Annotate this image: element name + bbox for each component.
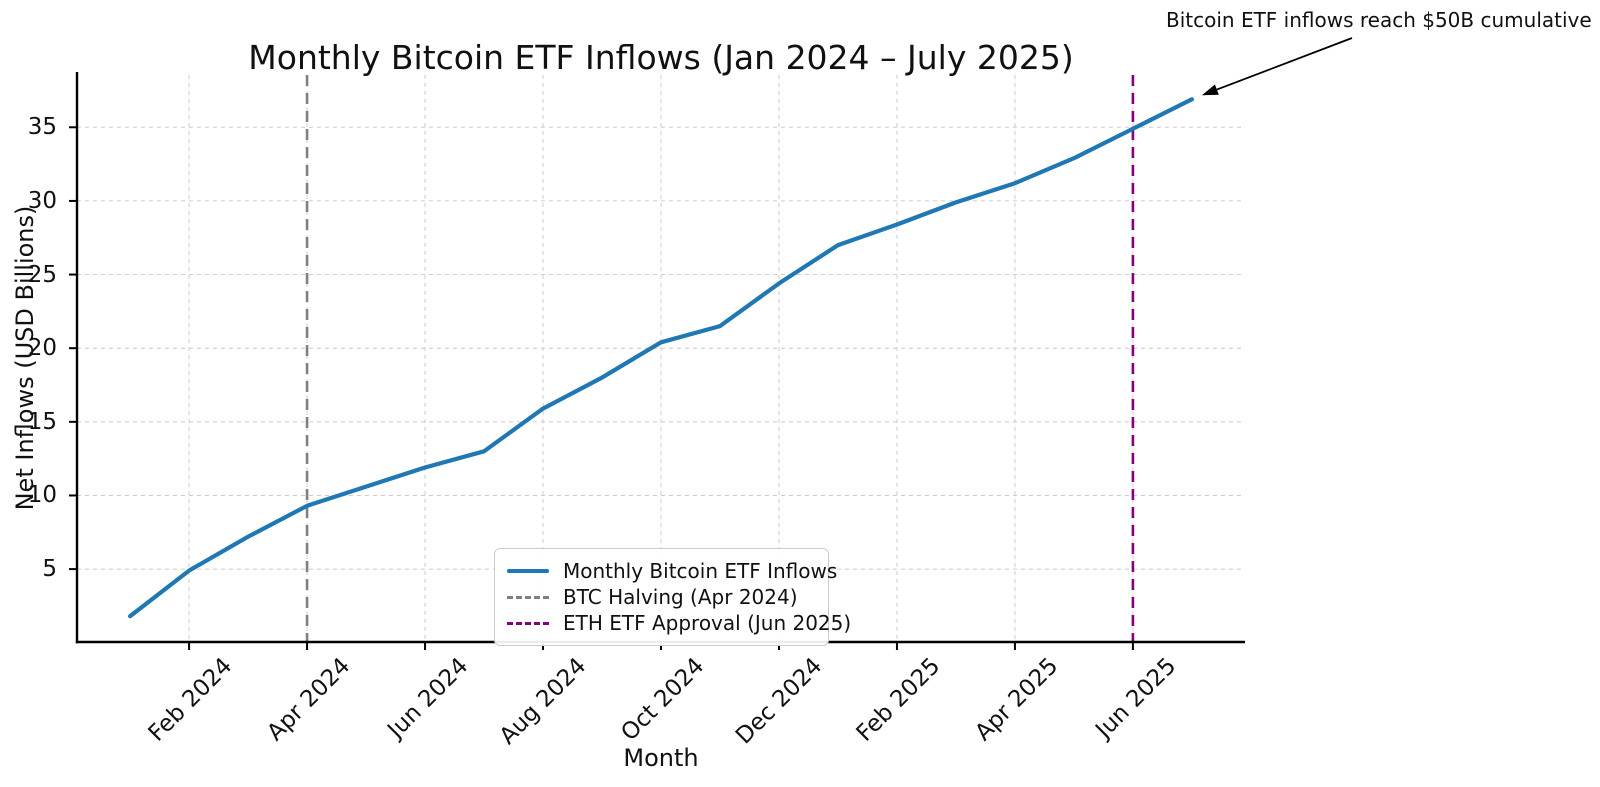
y-tick-label: 20 <box>27 335 57 362</box>
legend-entry-series: Monthly Bitcoin ETF Inflows <box>507 558 837 584</box>
y-tick-label: 25 <box>27 261 57 288</box>
annotation-text: Bitcoin ETF inflows reach $50B cumulativ… <box>1166 8 1592 32</box>
x-axis-label: Month <box>623 744 699 772</box>
legend-line-sample-solid <box>507 569 549 573</box>
legend-entry-eth-approval: ETH ETF Approval (Jun 2025) <box>507 610 851 636</box>
series-line <box>128 97 1195 619</box>
annotation-arrowhead <box>1201 84 1219 96</box>
y-tick-label: 10 <box>27 482 57 509</box>
legend: Monthly Bitcoin ETF Inflows BTC Halving … <box>494 548 851 646</box>
legend-label: ETH ETF Approval (Jun 2025) <box>563 611 852 635</box>
annotation-arrow <box>1216 37 1353 91</box>
legend-line-sample-dashed-gray <box>507 595 549 599</box>
legend-line-sample-dashed-purple <box>507 621 549 625</box>
y-tick-label: 5 <box>42 556 57 583</box>
y-tick-label: 30 <box>27 187 57 214</box>
y-tick-label: 15 <box>27 408 57 435</box>
chart-title: Monthly Bitcoin ETF Inflows (Jan 2024 – … <box>248 38 1074 77</box>
y-tick-label: 35 <box>27 114 57 141</box>
legend-entry-btc-halving: BTC Halving (Apr 2024) <box>507 584 816 610</box>
legend-label: BTC Halving (Apr 2024) <box>563 585 798 609</box>
legend-label: Monthly Bitcoin ETF Inflows <box>563 559 838 583</box>
